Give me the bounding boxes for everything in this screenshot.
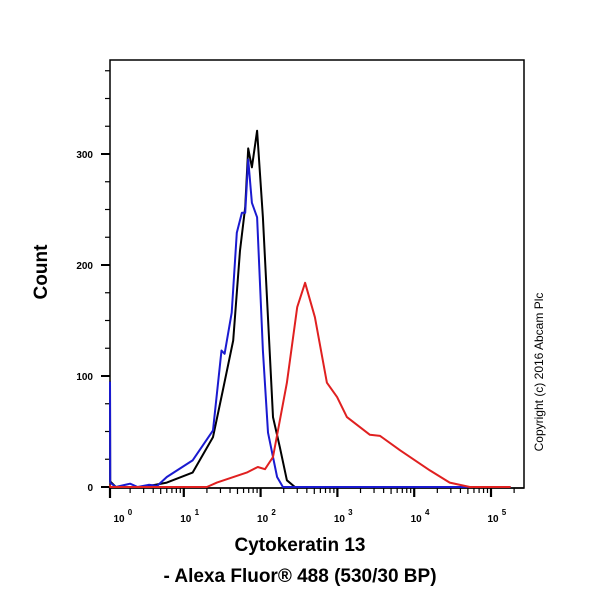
y-axis: 0 100 200 300 <box>76 70 110 494</box>
y-tick-label: 300 <box>76 150 93 161</box>
series-line-0 <box>109 129 511 488</box>
copyright-text: Copyright (c) 2016 Abcam Plc <box>532 293 546 452</box>
x-tick-label: 105 <box>487 508 506 525</box>
plot-frame <box>109 59 525 489</box>
x-tick-base: 10 <box>334 514 346 525</box>
x-tick-exponent: 2 <box>271 508 276 517</box>
x-tick-label: 102 <box>257 508 276 525</box>
x-axis-title: Cytokeratin 13 <box>235 535 366 556</box>
x-tick-exponent: 5 <box>502 508 507 517</box>
x-tick-exponent: 0 <box>128 508 133 517</box>
x-tick-base: 10 <box>113 514 125 525</box>
series-line-2 <box>109 281 511 488</box>
x-tick-base: 10 <box>257 514 269 525</box>
x-tick-label: 101 <box>180 508 199 525</box>
x-tick-label: 100 <box>113 508 132 525</box>
series-line-1 <box>109 158 511 488</box>
x-tick-base: 10 <box>411 514 423 525</box>
x-tick-base: 10 <box>487 514 499 525</box>
y-tick-label: 100 <box>76 372 93 383</box>
x-tick-base: 10 <box>180 514 192 525</box>
x-axis-title-line2: - Alexa Fluor® 488 (530/30 BP) <box>163 566 436 587</box>
series-group <box>109 129 511 488</box>
x-tick-label: 104 <box>411 508 430 525</box>
y-tick-label: 0 <box>87 483 93 494</box>
x-tick-exponent: 1 <box>195 508 200 517</box>
y-tick-label: 200 <box>76 261 93 272</box>
y-axis-title: Count <box>31 244 52 300</box>
x-tick-exponent: 4 <box>425 508 430 517</box>
x-tick-exponent: 3 <box>348 508 353 517</box>
x-tick-label: 103 <box>334 508 353 525</box>
